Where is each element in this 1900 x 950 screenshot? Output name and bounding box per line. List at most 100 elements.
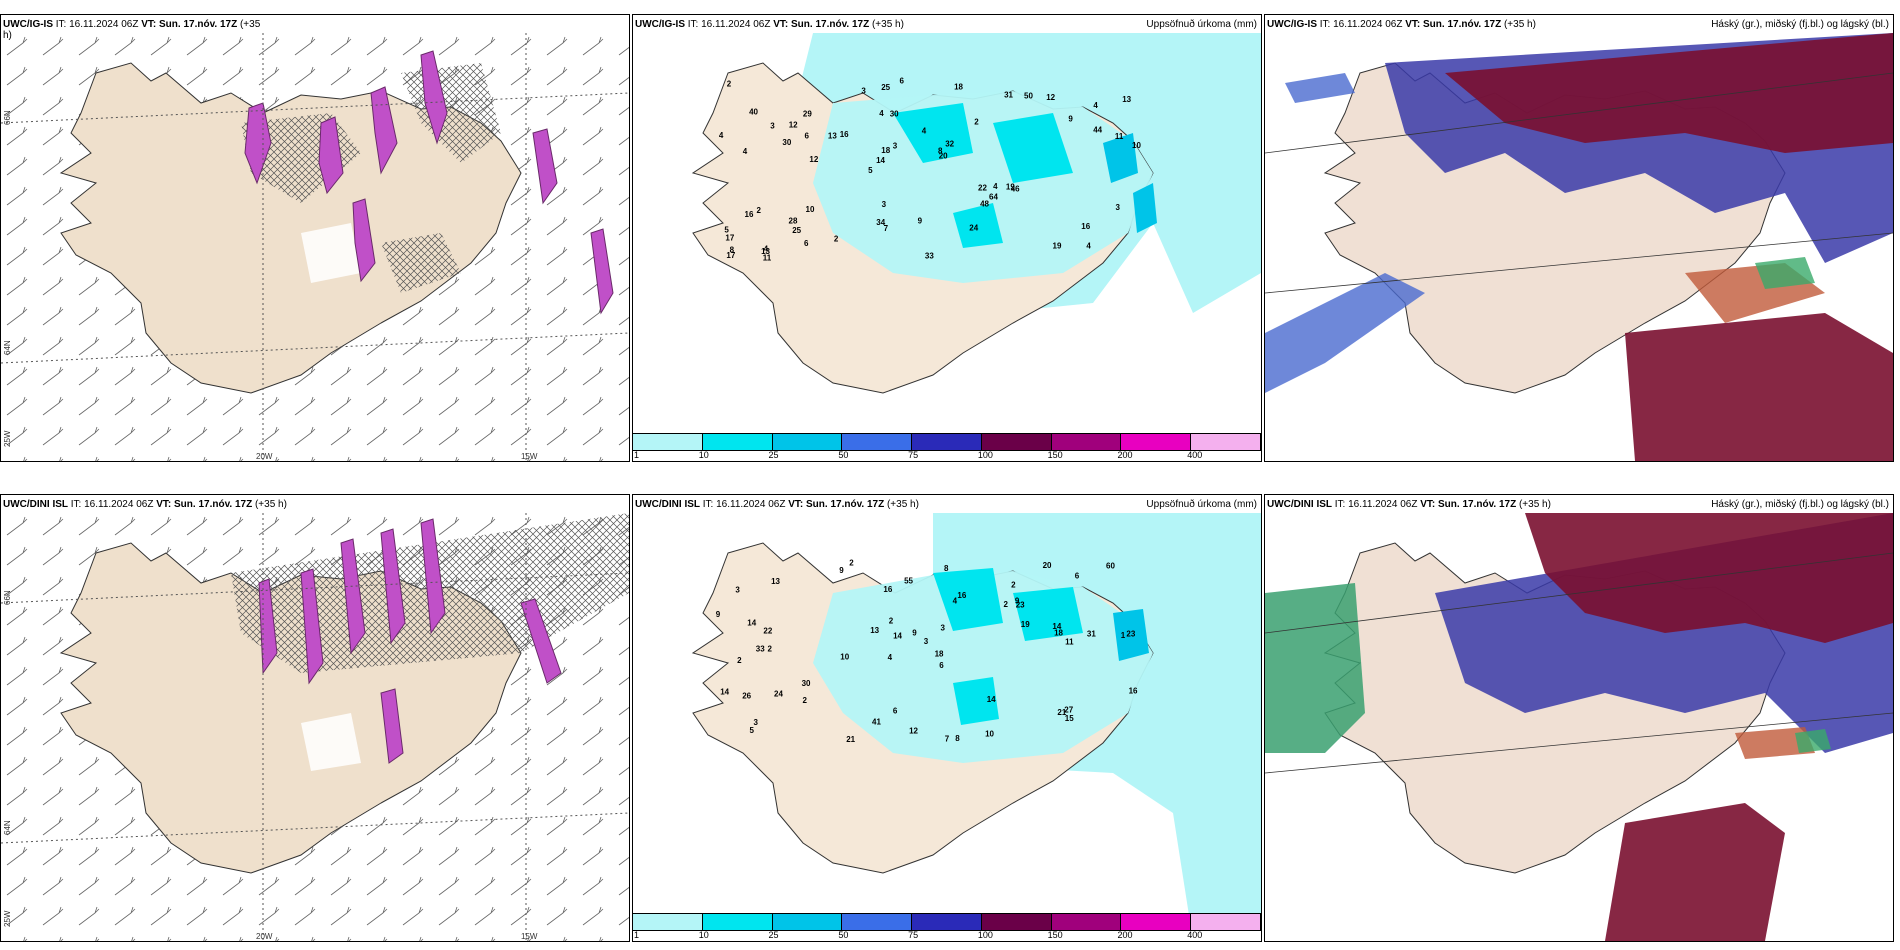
legend-tick-label: 200 bbox=[1117, 930, 1133, 940]
precip-value: 4 bbox=[922, 127, 927, 136]
legend-swatch bbox=[981, 434, 1052, 450]
lat-label: 66N bbox=[3, 110, 12, 125]
legend-swatch bbox=[633, 914, 703, 930]
map-cloud-cover bbox=[1265, 33, 1893, 461]
precip-value: 55 bbox=[904, 577, 913, 586]
legend-tick-label: 75 bbox=[908, 450, 919, 460]
legend-tick-label: 400 bbox=[1187, 930, 1203, 940]
precip-value: 23 bbox=[1016, 600, 1025, 609]
precip-value: 1 bbox=[1121, 631, 1126, 640]
precip-value: 3 bbox=[770, 122, 775, 131]
precip-value: 5 bbox=[724, 226, 729, 235]
precip-value: 6 bbox=[1075, 572, 1080, 581]
precip-value: 16 bbox=[883, 585, 892, 594]
panel-title: UWC/IG-IS IT: 16.11.2024 06Z VT: Sun. 17… bbox=[1267, 19, 1536, 30]
field-label: Háský (gr.), miðský (fj.bl.) og lágský (… bbox=[1711, 499, 1889, 510]
precip-value: 19 bbox=[1021, 620, 1030, 629]
precip-value: 6 bbox=[805, 132, 810, 141]
legend-tick-label: 50 bbox=[838, 450, 849, 460]
precip-value: 13 bbox=[771, 577, 780, 586]
precip-value: 6 bbox=[900, 76, 905, 85]
map-precipitation: 4445244421617253032464025102244143418293… bbox=[692, 33, 1261, 394]
precip-value: 14 bbox=[893, 631, 902, 640]
legend-tick-label: 10 bbox=[698, 930, 709, 940]
precip-value: 2 bbox=[1004, 600, 1009, 609]
precip-value: 9 bbox=[1068, 115, 1073, 124]
precip-value: 11 bbox=[763, 254, 772, 263]
precip-value: 7 bbox=[945, 735, 950, 744]
precip-value: 3 bbox=[861, 87, 866, 96]
precip-value: 24 bbox=[774, 690, 783, 699]
precip-value: 34 bbox=[876, 218, 885, 227]
model-name: UWC/DINI ISL bbox=[1267, 499, 1332, 510]
precip-value: 27 bbox=[1064, 706, 1073, 715]
precip-value: 13 bbox=[761, 247, 770, 256]
legend-swatch bbox=[912, 434, 982, 450]
map-wind-precip bbox=[1, 513, 629, 941]
precip-value: 2 bbox=[737, 656, 742, 665]
panel-bottom-right: UWC/DINI ISL IT: 16.11.2024 06Z VT: Sun.… bbox=[1264, 494, 1894, 942]
legend-tick-label: 100 bbox=[977, 450, 993, 460]
precip-value: 10 bbox=[840, 653, 849, 662]
precip-value: 32 bbox=[945, 139, 954, 148]
precip-value: 20 bbox=[939, 151, 948, 160]
lon-label: 20W bbox=[256, 452, 273, 461]
precip-value: 9 bbox=[839, 566, 844, 575]
legend-tick-label: 150 bbox=[1047, 930, 1063, 940]
legend-tick-label: 25 bbox=[768, 930, 779, 940]
precip-value: 33 bbox=[756, 645, 765, 654]
precip-value: 6 bbox=[939, 661, 944, 670]
precip-value: 20 bbox=[1043, 561, 1052, 570]
precip-value-labels: 4445244421617253032464025102244143418293… bbox=[719, 76, 1142, 262]
precip-value: 13 bbox=[870, 626, 879, 635]
legend-swatch bbox=[1191, 914, 1261, 930]
precip-value: 5 bbox=[750, 726, 755, 735]
lon-label: 15W bbox=[521, 932, 538, 941]
map-cloud-cover bbox=[1265, 513, 1893, 941]
precip-value: 30 bbox=[890, 110, 899, 119]
precip-value: 11 bbox=[1065, 638, 1074, 647]
precip-value: 4 bbox=[743, 147, 748, 156]
precip-value: 17 bbox=[725, 234, 734, 243]
panel-title: UWC/IG-IS IT: 16.11.2024 06Z VT: Sun. 17… bbox=[635, 19, 904, 30]
precip-value: 6 bbox=[893, 707, 898, 716]
precip-value: 3 bbox=[941, 624, 946, 633]
precip-value: 3 bbox=[735, 586, 740, 595]
precip-value: 12 bbox=[909, 727, 918, 736]
precip-value: 46 bbox=[1011, 185, 1020, 194]
legend-swatch bbox=[1121, 434, 1192, 450]
lon-label: 20W bbox=[256, 932, 273, 941]
precip-value: 50 bbox=[1024, 92, 1033, 101]
lat-label: 64N bbox=[3, 820, 12, 835]
legend-tick-label: 1 bbox=[634, 930, 640, 940]
precip-value: 2 bbox=[849, 558, 854, 567]
legend-swatch bbox=[702, 434, 773, 450]
legend-swatch bbox=[912, 914, 982, 930]
precip-value: 18 bbox=[954, 83, 963, 92]
precip-value: 4 bbox=[993, 182, 998, 191]
panel-title: UWC/DINI ISL IT: 16.11.2024 06Z VT: Sun.… bbox=[635, 499, 919, 510]
precip-value: 9 bbox=[716, 610, 721, 619]
color-legend: 1 10 25 50 75 100 150 200 400 bbox=[633, 433, 1261, 461]
legend-tick-label: 100 bbox=[977, 930, 993, 940]
legend-swatch bbox=[702, 914, 773, 930]
precip-value: 14 bbox=[720, 687, 729, 696]
precip-value: 8 bbox=[944, 564, 949, 573]
precip-value: 18 bbox=[1054, 629, 1063, 638]
precip-value: 21 bbox=[846, 735, 855, 744]
precip-value: 4 bbox=[719, 131, 724, 140]
precip-value: 16 bbox=[1129, 686, 1138, 695]
precip-value: 12 bbox=[1046, 93, 1055, 102]
legend-swatch bbox=[842, 434, 913, 450]
legend-tick-label: 150 bbox=[1047, 450, 1063, 460]
precip-value: 2 bbox=[803, 696, 808, 705]
precip-value: 13 bbox=[828, 131, 837, 140]
precip-value: 2 bbox=[889, 617, 894, 626]
precip-value: 6 bbox=[804, 239, 809, 248]
precip-value: 2 bbox=[757, 206, 762, 215]
legend-swatch bbox=[772, 914, 843, 930]
lon-label: 15W bbox=[521, 452, 538, 461]
precip-value: 10 bbox=[806, 205, 815, 214]
field-label: Háský (gr.), miðský (fj.bl.) og lágský (… bbox=[1711, 19, 1889, 30]
panel-title: UWC/DINI ISL IT: 16.11.2024 06Z VT: Sun.… bbox=[1267, 499, 1551, 510]
